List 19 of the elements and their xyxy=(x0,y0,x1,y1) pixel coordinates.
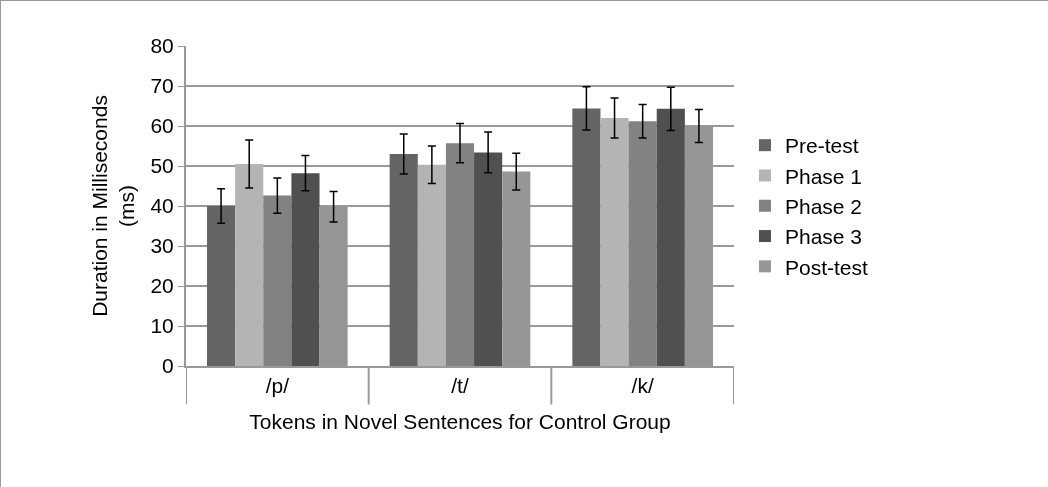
x-axis-title: Tokens in Novel Sentences for Control Group xyxy=(249,409,671,433)
y-tick-label: 70 xyxy=(150,74,174,98)
y-tick-label: 40 xyxy=(150,194,174,218)
y-tick-label: 60 xyxy=(150,114,174,138)
y-tick-label: 20 xyxy=(150,274,174,298)
legend-label: Phase 3 xyxy=(784,225,863,249)
legend-label: Post-test xyxy=(784,255,868,279)
x-tick-label: /p/ xyxy=(265,374,290,398)
y-tick-label: 10 xyxy=(150,314,174,338)
y-tick-label: 30 xyxy=(150,234,174,258)
x-tick-label: /t/ xyxy=(451,374,469,398)
legend-label: Pre-test xyxy=(784,134,859,158)
y-tick-label: 50 xyxy=(150,154,174,178)
legend-label: Phase 1 xyxy=(784,164,863,188)
y-tick-label: 80 xyxy=(150,34,174,58)
y-tick-label: 0 xyxy=(162,354,174,378)
legend-label: Phase 2 xyxy=(784,194,863,218)
y-axis-title: Duration in Milliseconds (ms) xyxy=(87,95,139,317)
x-tick-label: /k/ xyxy=(631,374,654,398)
